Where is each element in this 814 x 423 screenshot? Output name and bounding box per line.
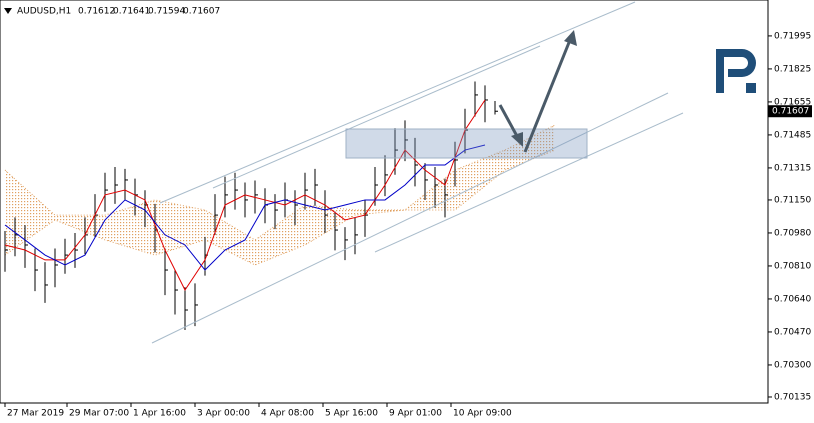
arrow — [523, 39, 572, 153]
collapse-icon[interactable] — [4, 8, 12, 14]
y-tick-label: 0.70640 — [774, 294, 811, 304]
y-tick-label: 0.70810 — [774, 261, 811, 271]
indicator-line — [4, 99, 486, 292]
logo — [716, 49, 756, 93]
ohlc-value: 0.71607 — [183, 7, 220, 17]
x-tick-label: 4 Apr 08:00 — [261, 409, 314, 419]
logo-mark — [746, 83, 756, 93]
arrow-head — [564, 30, 577, 46]
channel-line — [374, 112, 684, 253]
symbol-label: AUDUSD,H1 — [17, 7, 71, 17]
channel-line — [159, 1, 636, 204]
ohlc-value: 0.71612 — [78, 7, 115, 17]
zone-rectangle — [345, 128, 588, 159]
y-tick-label: 0.70980 — [774, 228, 811, 238]
channel-line — [212, 45, 541, 189]
forecast-arrows — [498, 30, 577, 153]
x-tick-label: 3 Apr 00:00 — [197, 409, 250, 419]
x-tick-label: 5 Apr 16:00 — [325, 409, 378, 419]
y-tick-label: 0.71150 — [774, 195, 811, 205]
y-tick-label: 0.71315 — [774, 163, 811, 173]
x-tick-label: 27 Mar 2019 — [7, 409, 64, 419]
cloud-span-b — [4, 149, 556, 266]
arrow-head — [511, 132, 523, 147]
y-tick-label: 0.71995 — [774, 31, 811, 41]
cloud-area — [5, 125, 555, 265]
indicator-line — [4, 144, 486, 271]
y-tick-label: 0.71655 — [774, 97, 811, 107]
x-tick-label: 10 Apr 09:00 — [453, 409, 512, 419]
trend-channel — [151, 1, 684, 344]
x-tick-label: 1 Apr 16:00 — [133, 409, 186, 419]
y-tick-label: 0.71485 — [774, 130, 811, 140]
logo-mark — [716, 49, 756, 93]
x-tick-label: 9 Apr 01:00 — [389, 409, 442, 419]
ohlc-value: 0.71594 — [148, 7, 185, 17]
channel-line — [151, 92, 669, 344]
y-tick-label: 0.70470 — [774, 327, 811, 337]
y-tick-label: 0.71825 — [774, 64, 811, 74]
arrow — [498, 104, 520, 139]
y-tick-label: 0.70300 — [774, 360, 811, 370]
ohlc-value: 0.71641 — [113, 7, 150, 17]
y-tick-label: 0.70135 — [774, 392, 811, 402]
x-tick-label: 29 Mar 07:00 — [69, 409, 129, 419]
price-label-box — [768, 105, 812, 118]
price-label: 0.71607 — [772, 107, 809, 117]
marks-layer — [4, 81, 498, 331]
